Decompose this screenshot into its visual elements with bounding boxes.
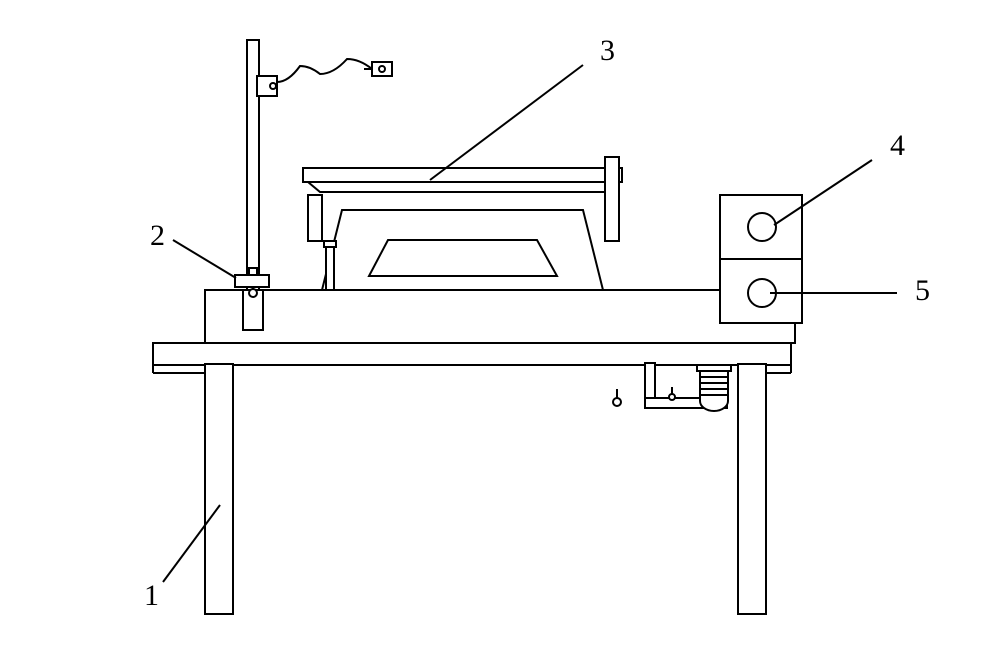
housing	[322, 210, 603, 290]
leader-line	[774, 160, 872, 225]
main-platform	[205, 290, 795, 343]
knob-icon	[748, 213, 776, 241]
callout-label: 1	[144, 579, 159, 612]
table	[153, 343, 791, 614]
callout-label: 2	[150, 219, 165, 252]
leader-line	[173, 240, 236, 278]
callout-label: 4	[890, 129, 905, 162]
callout-label: 5	[915, 274, 930, 307]
callout-label: 3	[600, 34, 615, 67]
leader-line	[430, 65, 583, 180]
